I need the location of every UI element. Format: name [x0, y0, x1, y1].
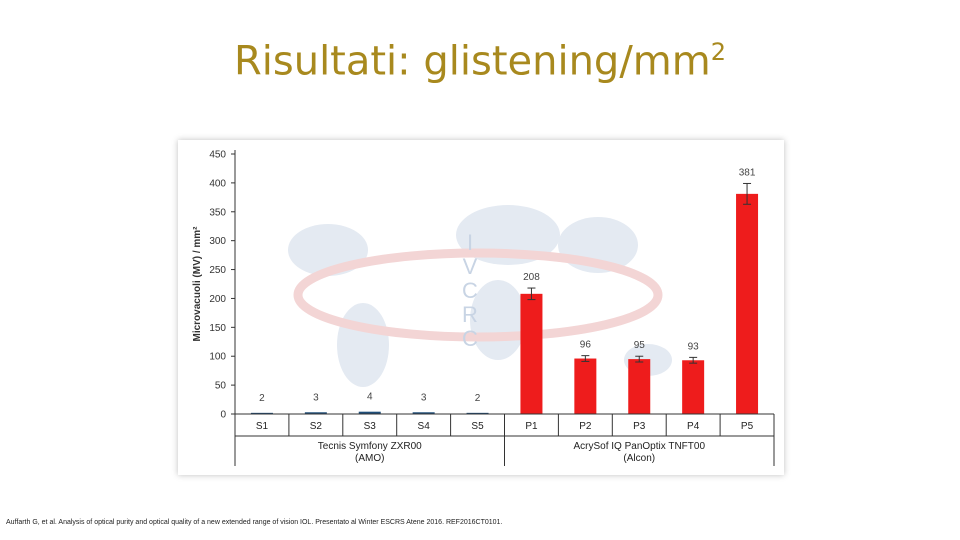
value-label-p1: 208: [523, 272, 540, 283]
slide-title-text: Risultati: glistening/mm: [233, 38, 711, 85]
value-label-p4: 93: [688, 341, 700, 352]
category-label-p4: P4: [687, 421, 700, 432]
y-tick-label: 350: [209, 207, 226, 218]
value-label-p3: 95: [634, 340, 646, 351]
bar-p4: [682, 360, 705, 414]
group-label: AcrySof IQ PanOptix TNFT00: [573, 441, 705, 452]
y-tick-label: 450: [209, 150, 226, 161]
bar-s2: [304, 412, 327, 414]
value-label-s5: 2: [475, 393, 481, 404]
category-label-s1: S1: [256, 421, 269, 432]
y-tick-label: 0: [220, 410, 226, 421]
category-label-s2: S2: [310, 421, 323, 432]
watermark-letter: C: [462, 278, 478, 303]
category-label-p5: P5: [741, 421, 754, 432]
bar-p1: [520, 293, 543, 414]
watermark-letter: R: [462, 302, 478, 327]
watermark-letter: V: [463, 254, 478, 279]
value-label-s2: 3: [313, 392, 319, 403]
y-tick-label: 200: [209, 294, 226, 305]
y-tick-label: 250: [209, 265, 226, 276]
y-axis-label: Microvacuoli (MV) / mm²: [192, 226, 203, 342]
y-tick-label: 400: [209, 178, 226, 189]
y-tick-label: 50: [215, 381, 227, 392]
citation: Auffarth G, et al. Analysis of optical p…: [6, 519, 503, 526]
watermark-letter: C: [462, 326, 478, 351]
group-sublabel: (Alcon): [623, 453, 655, 464]
bar-p2: [574, 358, 597, 414]
slide-title: Risultati: glistening/mm2: [0, 38, 960, 84]
group-label: Tecnis Symfony ZXR00: [318, 441, 422, 452]
category-label-p3: P3: [633, 421, 646, 432]
category-label-p2: P2: [579, 421, 592, 432]
value-label-p5: 381: [739, 167, 756, 178]
watermark-letter: I: [467, 230, 473, 255]
category-label-p1: P1: [525, 421, 538, 432]
category-label-s5: S5: [471, 421, 484, 432]
value-label-s1: 2: [259, 393, 265, 404]
y-tick-label: 100: [209, 352, 226, 363]
watermark-arc: [293, 248, 663, 342]
y-tick-label: 150: [209, 323, 226, 334]
slide-title-superscript: 2: [710, 38, 727, 66]
bar-s4: [412, 412, 435, 414]
bar-p5: [736, 193, 759, 414]
bar-p3: [628, 359, 651, 414]
y-tick-label: 300: [209, 236, 226, 247]
group-sublabel: (AMO): [355, 453, 384, 464]
value-label-p2: 96: [580, 340, 592, 351]
category-label-s3: S3: [364, 421, 377, 432]
category-label-s4: S4: [418, 421, 431, 432]
bar-s3: [358, 411, 381, 414]
value-label-s3: 4: [367, 392, 373, 403]
value-label-s4: 3: [421, 392, 427, 403]
